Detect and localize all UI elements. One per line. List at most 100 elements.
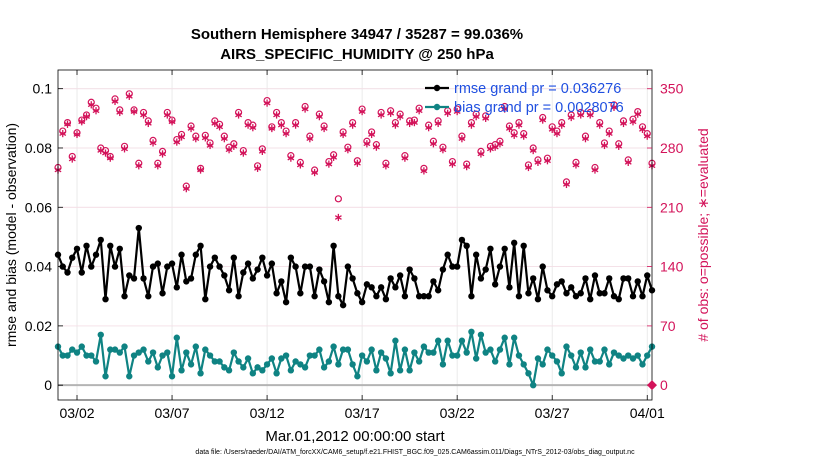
rmse-point — [116, 245, 123, 252]
rmse-point — [368, 284, 375, 291]
evaluated-obs-point — [192, 135, 200, 143]
bias-point — [425, 349, 432, 356]
bias-point — [116, 349, 123, 356]
bias-point — [292, 358, 299, 365]
bias-point — [168, 373, 176, 380]
bias-point — [354, 373, 361, 380]
bias-point — [59, 352, 66, 359]
bias-point — [439, 361, 447, 368]
rmse-point — [629, 293, 637, 300]
bias-point — [572, 364, 580, 371]
rmse-point — [525, 290, 532, 297]
evaluated-obs-point — [287, 154, 295, 162]
x-tick-label: 03/22 — [440, 405, 475, 421]
legend-marker — [433, 84, 441, 92]
right-y-tick-label: 140 — [660, 259, 684, 275]
bias-point — [415, 358, 423, 365]
bias-point — [377, 349, 385, 356]
evaluated-obs-point — [135, 162, 143, 170]
evaluated-obs-point — [277, 121, 285, 129]
evaluated-obs-point — [524, 163, 532, 172]
bias-point — [159, 352, 166, 359]
bias-point — [596, 358, 603, 365]
evaluated-obs-point — [230, 142, 238, 150]
bias-point — [206, 352, 214, 359]
evaluated-obs-point — [591, 166, 599, 174]
evaluated-obs-point — [258, 147, 266, 155]
evaluated-obs-point — [315, 113, 323, 121]
rmse-point — [420, 293, 428, 300]
legend-entry: bias grand pr = 0.0028076 — [454, 100, 624, 116]
bias-point — [145, 358, 152, 365]
evaluated-obs-point — [282, 130, 290, 138]
rmse-point — [168, 260, 176, 267]
data-file-note: data file: /Users/raeder/DAI/ATM_forcXX/… — [195, 449, 635, 456]
evaluated-obs-point — [125, 92, 133, 100]
evaluated-obs-point — [601, 141, 608, 150]
bias-point — [83, 352, 90, 359]
rmse-point — [221, 272, 228, 279]
bias-point — [629, 355, 637, 362]
evaluated-obs-point — [368, 130, 376, 139]
evaluated-obs-point — [567, 113, 575, 122]
rmse-point — [121, 293, 128, 300]
evaluated-obs-point — [121, 145, 128, 153]
evaluated-obs-point — [634, 110, 642, 118]
legend-marker — [433, 103, 441, 111]
evaluated-obs-point — [501, 105, 509, 113]
bias-point — [577, 349, 584, 356]
rmse-point — [434, 287, 442, 294]
evaluated-obs-point — [78, 118, 86, 126]
bias-point — [449, 352, 456, 359]
rmse-point — [282, 298, 290, 306]
bias-point — [282, 352, 290, 359]
evaluated-obs-point — [391, 121, 399, 129]
rmse-point — [111, 263, 119, 270]
bias-point — [235, 358, 242, 365]
bias-point — [558, 370, 565, 377]
bias-point — [211, 358, 219, 365]
evaluated-obs-point — [372, 143, 380, 151]
x-tick-label: 03/12 — [250, 405, 285, 421]
bias-point — [358, 352, 366, 359]
bias-point — [149, 349, 157, 356]
evaluated-obs-point — [629, 118, 637, 126]
rmse-point — [601, 290, 608, 297]
evaluated-obs-point — [249, 124, 257, 132]
bias-point — [491, 358, 499, 365]
bias-point — [444, 337, 451, 344]
rmse-point — [249, 275, 257, 282]
plot-frame — [57, 69, 653, 401]
rmse-point — [287, 254, 295, 261]
bias-point — [620, 355, 627, 362]
bias-point — [164, 349, 171, 356]
bias-point — [539, 361, 546, 368]
rmse-point — [549, 293, 556, 300]
bias-point — [64, 352, 71, 359]
evaluated-obs-point — [429, 140, 437, 148]
bias-point — [396, 367, 404, 374]
x-tick-label: 03/27 — [535, 405, 570, 421]
bias-point — [339, 346, 347, 353]
right-y-tick-label: 0 — [660, 377, 668, 393]
bias-point — [192, 343, 200, 350]
rmse-point — [491, 281, 499, 288]
bias-point — [406, 367, 413, 374]
rmse-point — [577, 290, 584, 297]
rmse-point — [596, 290, 603, 297]
bias-point — [392, 337, 399, 344]
rmse-point — [401, 293, 409, 300]
rmse-point — [330, 242, 337, 250]
bias-point — [244, 355, 252, 362]
bias-point — [121, 343, 128, 350]
evaluated-obs-point — [187, 124, 195, 133]
rmse-point — [173, 284, 180, 291]
rmse-point — [335, 293, 342, 300]
evaluated-obs-point — [425, 124, 433, 132]
bias-point — [487, 346, 494, 353]
evaluated-obs-point — [92, 107, 100, 115]
rmse-point — [73, 245, 81, 252]
evaluated-obs-point — [64, 120, 71, 128]
bias-point — [401, 346, 409, 353]
